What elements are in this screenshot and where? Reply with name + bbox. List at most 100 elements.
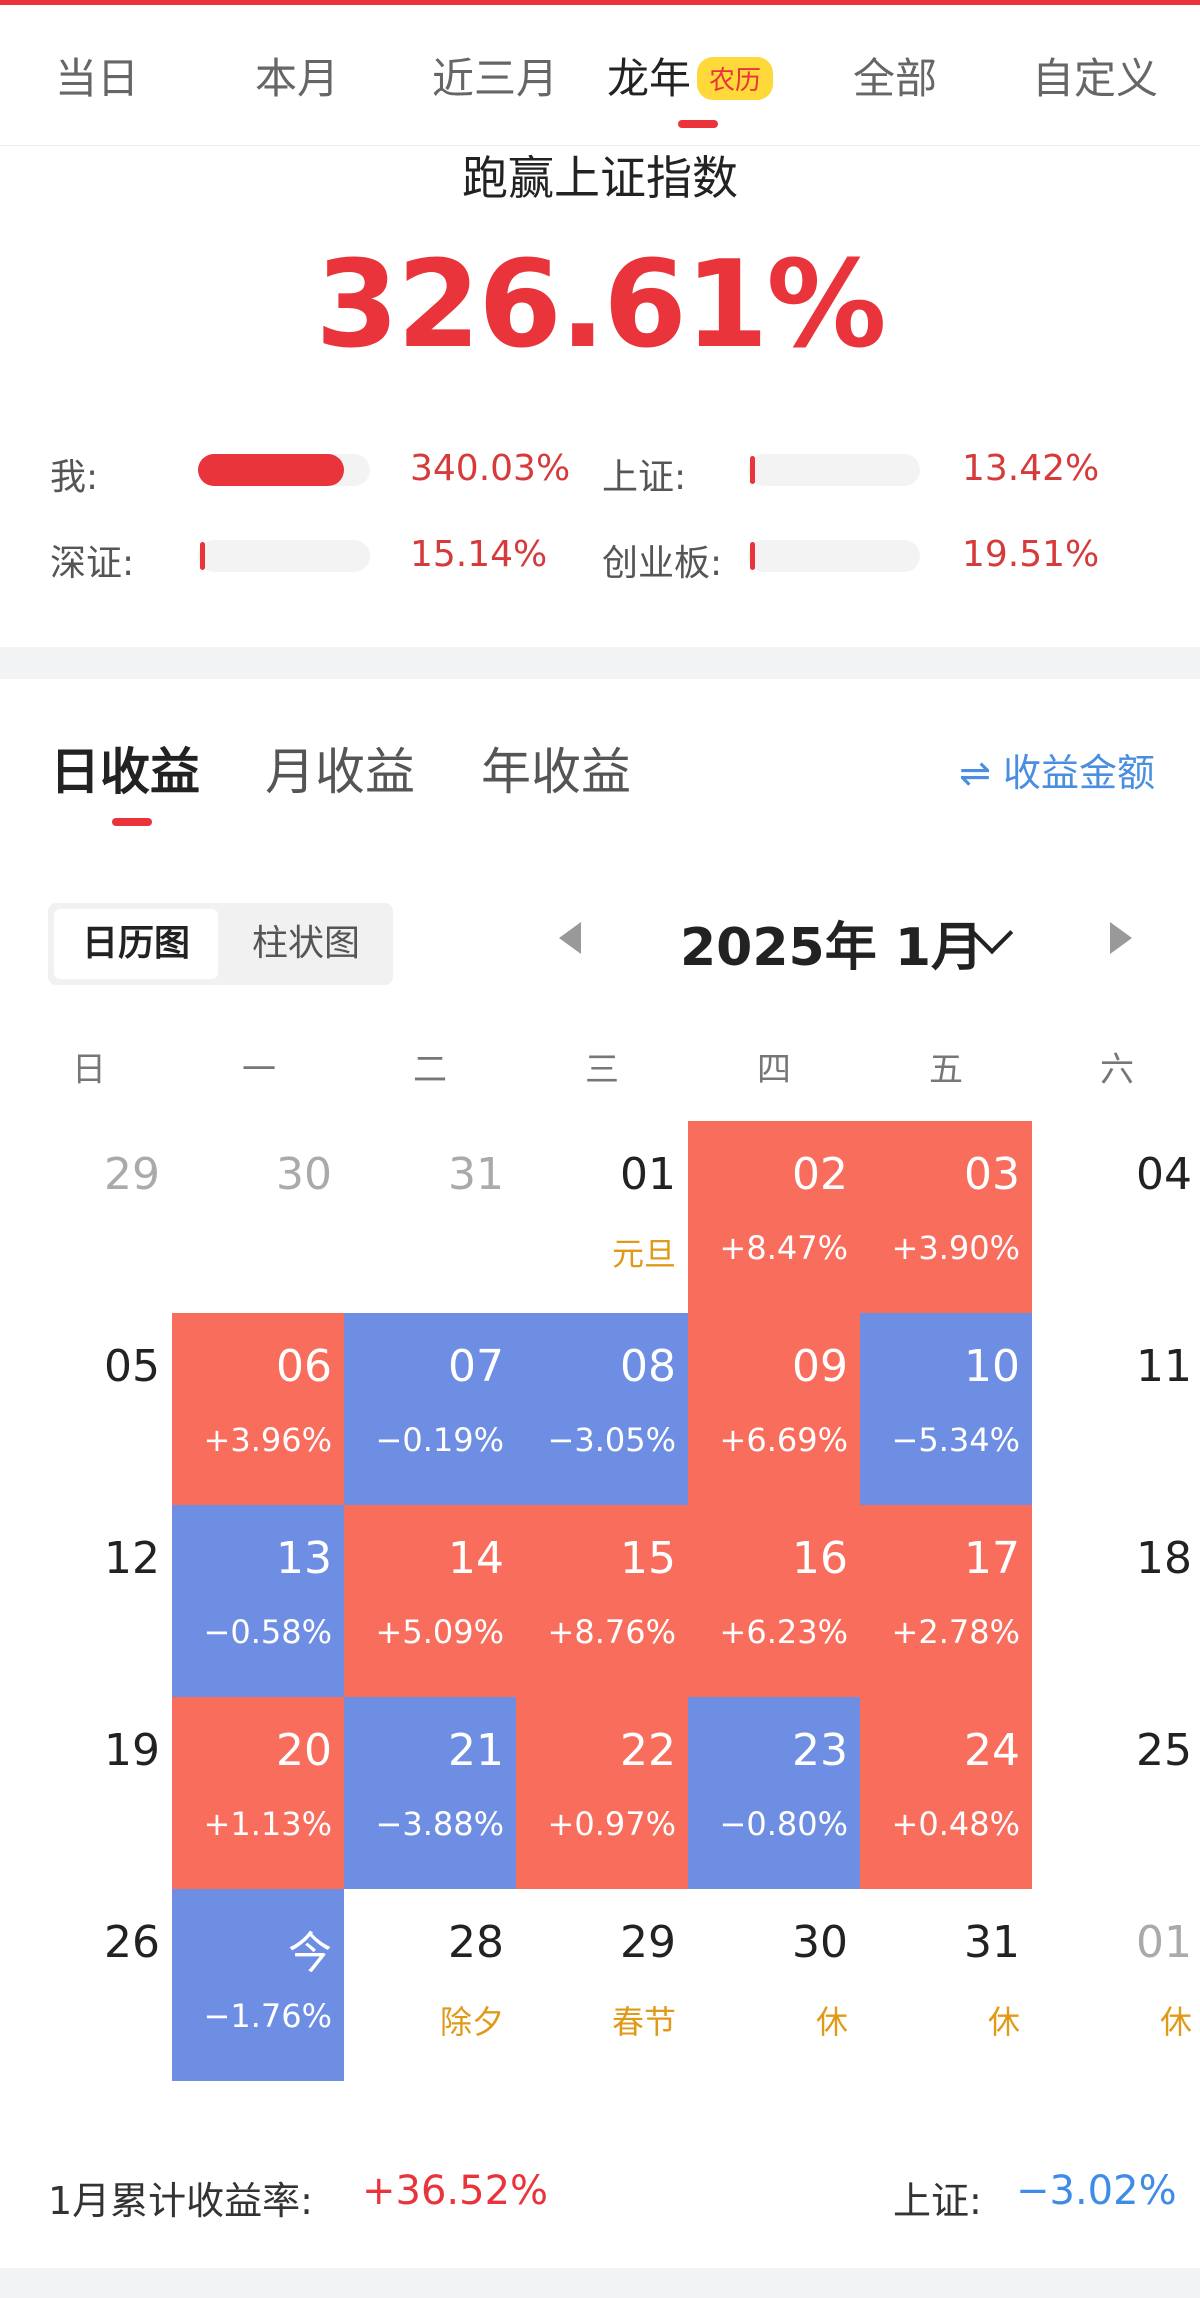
calendar-day[interactable]: 21 −3.88% — [344, 1697, 516, 1889]
calendar-day[interactable]: 30 休 — [688, 1889, 860, 2081]
calendar-day-number: 23 — [792, 1725, 848, 1776]
calendar-day[interactable]: 19 — [0, 1697, 172, 1889]
calendar-day[interactable]: 31 休 — [860, 1889, 1032, 2081]
comparison-track — [198, 540, 370, 572]
calendar-day-number: 21 — [448, 1725, 504, 1776]
calendar-day[interactable]: 29 — [0, 1121, 172, 1313]
calendar-day-return: +6.69% — [719, 1421, 848, 1459]
calendar-day-return: −5.34% — [891, 1421, 1020, 1459]
calendar-day-return: −3.88% — [375, 1805, 504, 1843]
comparison-label: 我: — [50, 457, 99, 498]
calendar-day[interactable]: 15 +8.76% — [516, 1505, 688, 1697]
calendar-day-return: +3.90% — [891, 1229, 1020, 1267]
comparison-label: 上证: — [602, 457, 687, 498]
tab-monthly-income[interactable]: 月收益 — [265, 743, 415, 801]
calendar-day[interactable]: 14 +5.09% — [344, 1505, 516, 1697]
tab-yearly-income[interactable]: 年收益 — [481, 743, 631, 801]
calendar-day-return: −0.19% — [375, 1421, 504, 1459]
section-divider — [0, 647, 1200, 679]
calendar-day-number: 18 — [1136, 1533, 1192, 1584]
comparison-track — [198, 454, 370, 486]
calendar-day-return: −0.80% — [719, 1805, 848, 1843]
weekday-label: 日 — [72, 1050, 106, 1090]
calendar-day[interactable]: 30 — [172, 1121, 344, 1313]
calendar-day-number: 14 — [448, 1533, 504, 1584]
calendar-day-number: 09 — [792, 1341, 848, 1392]
calendar-day-number: 15 — [620, 1533, 676, 1584]
previous-month-arrow-icon[interactable] — [559, 922, 581, 954]
swap-arrows-icon: ⇌ — [959, 751, 991, 795]
calendar-day-number: 04 — [1136, 1149, 1192, 1200]
lunar-badge: 农历 — [697, 57, 774, 100]
calendar-day[interactable]: 28 除夕 — [344, 1889, 516, 2081]
calendar-day-number: 31 — [448, 1149, 504, 1200]
calendar-day[interactable]: 今 −1.76% — [172, 1889, 344, 2081]
calendar-day[interactable]: 26 — [0, 1889, 172, 2081]
tab-this-month[interactable]: 本月 — [255, 54, 340, 103]
calendar-day-return: −0.58% — [203, 1613, 332, 1651]
tab-custom[interactable]: 自定义 — [1032, 54, 1159, 103]
calendar-day[interactable]: 04 — [1032, 1121, 1200, 1313]
calendar-day[interactable]: 23 −0.80% — [688, 1697, 860, 1889]
index-return-value: −3.02% — [1016, 2168, 1177, 2214]
month-title[interactable]: 2025年 1月 — [680, 918, 984, 978]
calendar-day[interactable]: 29 春节 — [516, 1889, 688, 2081]
comparison-value: 13.42% — [962, 448, 1100, 489]
calendar-day[interactable]: 02 +8.47% — [688, 1121, 860, 1313]
weekday-label: 二 — [413, 1050, 447, 1090]
tab-last-three-months[interactable]: 近三月 — [432, 54, 559, 103]
calendar-holiday-label: 除夕 — [439, 2003, 504, 2041]
next-month-arrow-icon[interactable] — [1110, 922, 1132, 954]
calendar-day-number: 24 — [964, 1725, 1020, 1776]
calendar-day-number: 07 — [448, 1341, 504, 1392]
comparison-fill — [750, 542, 755, 570]
calendar-day[interactable]: 11 — [1032, 1313, 1200, 1505]
weekday-label: 一 — [242, 1050, 276, 1090]
calendar-day[interactable]: 31 — [344, 1121, 516, 1313]
comparison-track — [748, 540, 920, 572]
calendar-day-number: 03 — [964, 1149, 1020, 1200]
calendar-holiday-label: 元旦 — [611, 1235, 676, 1273]
comparison-value: 340.03% — [410, 448, 571, 489]
calendar-day[interactable]: 24 +0.48% — [860, 1697, 1032, 1889]
calendar-holiday-label: 休 — [815, 2003, 848, 2041]
comparison-label: 深证: — [50, 543, 135, 584]
calendar-view-button[interactable]: 日历图 — [54, 909, 218, 979]
calendar-day[interactable]: 05 — [0, 1313, 172, 1505]
calendar-day[interactable]: 17 +2.78% — [860, 1505, 1032, 1697]
calendar-day-return: +6.23% — [719, 1613, 848, 1651]
calendar-day[interactable]: 10 −5.34% — [860, 1313, 1032, 1505]
calendar-day[interactable]: 20 +1.13% — [172, 1697, 344, 1889]
calendar-day[interactable]: 18 — [1032, 1505, 1200, 1697]
calendar-day[interactable]: 07 −0.19% — [344, 1313, 516, 1505]
calendar-day[interactable]: 16 +6.23% — [688, 1505, 860, 1697]
calendar-day-number: 12 — [104, 1533, 160, 1584]
calendar-day[interactable]: 12 — [0, 1505, 172, 1697]
tab-dragon-year[interactable]: 龙年 农历 — [607, 45, 774, 106]
calendar-day[interactable]: 09 +6.69% — [688, 1313, 860, 1505]
calendar-day-return: +5.09% — [375, 1613, 504, 1651]
calendar-holiday-label: 休 — [1159, 2003, 1192, 2041]
calendar-day[interactable]: 08 −3.05% — [516, 1313, 688, 1505]
calendar-day[interactable]: 03 +3.90% — [860, 1121, 1032, 1313]
calendar-day[interactable]: 01 元旦 — [516, 1121, 688, 1313]
tab-all[interactable]: 全部 — [853, 54, 938, 103]
calendar-day-return: +8.76% — [547, 1613, 676, 1651]
calendar-day[interactable]: 01 休 — [1032, 1889, 1200, 2081]
calendar-day[interactable]: 22 +0.97% — [516, 1697, 688, 1889]
calendar-day[interactable]: 13 −0.58% — [172, 1505, 344, 1697]
comparison-track — [748, 454, 920, 486]
tab-today[interactable]: 当日 — [55, 54, 140, 103]
bar-view-button[interactable]: 柱状图 — [251, 923, 360, 964]
calendar-day-number: 20 — [276, 1725, 332, 1776]
tab-daily-income[interactable]: 日收益 — [50, 743, 200, 801]
calendar-day-number: 30 — [276, 1149, 332, 1200]
calendar-day[interactable]: 25 — [1032, 1697, 1200, 1889]
calendar-day[interactable]: 06 +3.96% — [172, 1313, 344, 1505]
calendar-day-number: 28 — [448, 1917, 504, 1968]
income-amount-switch[interactable]: ⇌ 收益金额 — [959, 751, 1155, 795]
weekday-label: 三 — [585, 1050, 619, 1090]
weekday-label: 四 — [757, 1050, 791, 1090]
monthly-return-value: +36.52% — [362, 2168, 549, 2214]
comparison-value: 19.51% — [962, 534, 1100, 575]
